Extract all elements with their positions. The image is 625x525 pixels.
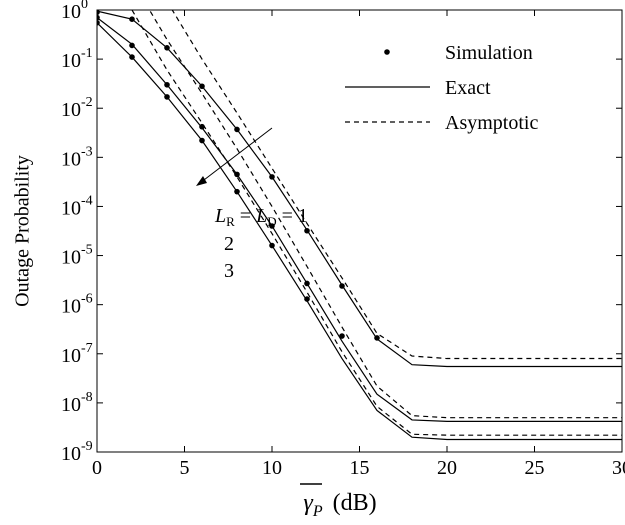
- y-tick-exponent: -8: [81, 390, 93, 405]
- sim-point: [199, 83, 205, 90]
- x-label-unit: (dB): [333, 490, 377, 516]
- y-tick-base: 10: [61, 197, 81, 219]
- sim-point: [339, 333, 345, 339]
- y-tick-exponent: 0: [81, 0, 88, 12]
- y-tick-label: 10-5: [61, 243, 93, 269]
- sim-point: [129, 54, 135, 60]
- y-tick-exponent: -1: [81, 46, 93, 61]
- x-tick-label: 15: [350, 457, 370, 479]
- y-tick-label: 10-4: [61, 193, 93, 219]
- y-tick-label: 10-1: [61, 46, 93, 72]
- ann-eq: =: [240, 205, 251, 227]
- sim-point: [339, 283, 345, 289]
- x-tick-label: 10: [262, 457, 282, 479]
- y-tick-exponent: -2: [81, 95, 93, 110]
- x-tick-label: 5: [180, 457, 190, 479]
- y-tick-exponent: -6: [81, 292, 93, 307]
- ann-var: L: [214, 205, 226, 227]
- y-tick-base: 10: [61, 296, 81, 318]
- x-tick-label: 20: [437, 457, 457, 479]
- y-tick-label: 10-9: [61, 439, 93, 465]
- y-tick-base: 10: [61, 99, 81, 121]
- y-tick-base: 10: [61, 345, 81, 367]
- sim-point: [374, 335, 380, 341]
- x-label-sub: P: [312, 503, 323, 520]
- solid-line: [97, 22, 622, 441]
- sim-point: [199, 137, 205, 144]
- legend-label: Exact: [445, 77, 491, 99]
- y-tick-label: 10-3: [61, 144, 93, 170]
- y-tick-base: 10: [61, 148, 81, 170]
- y-tick-label: 100: [61, 0, 88, 23]
- arrow: [199, 127, 273, 184]
- sim-point: [164, 81, 170, 88]
- sim-point: [234, 171, 240, 178]
- sim-point: [269, 223, 275, 229]
- arrow-head: [196, 176, 207, 186]
- sim-point: [97, 10, 100, 16]
- plot-frame: [96, 9, 623, 453]
- x-axis-label: γP (dB): [300, 483, 377, 520]
- ann-value: 2: [224, 233, 234, 255]
- sim-point: [199, 123, 205, 130]
- y-tick-base: 10: [61, 394, 81, 416]
- y-tick-label: 10-6: [61, 292, 93, 318]
- y-tick-base: 10: [61, 247, 81, 269]
- sim-point: [269, 174, 275, 180]
- legend-marker: [384, 49, 390, 55]
- annotation: LR = LD = 1: [214, 205, 308, 229]
- ann-eq: =: [282, 205, 293, 227]
- sim-point: [234, 188, 240, 195]
- sim-point: [234, 126, 240, 133]
- legend-label: Simulation: [445, 42, 533, 64]
- legend-label: Asymptotic: [445, 112, 538, 134]
- sim-point: [97, 14, 100, 21]
- ann-sub: D: [267, 214, 276, 229]
- sim-point: [129, 42, 135, 49]
- x-tick-label: 25: [525, 457, 545, 479]
- sim-point: [164, 44, 170, 51]
- x-label: γP (dB): [303, 490, 376, 520]
- sim-point: [129, 16, 135, 22]
- sim-point: [97, 19, 100, 26]
- sim-point: [269, 242, 275, 249]
- sim-point: [164, 94, 170, 100]
- dashed-line: [131, 10, 622, 436]
- x-tick-label: 0: [92, 457, 102, 479]
- y-tick-exponent: -3: [81, 144, 93, 159]
- sim-point: [304, 296, 310, 302]
- y-tick-label: 10-7: [61, 341, 93, 367]
- ann-value: 3: [224, 260, 234, 282]
- y-tick-label: 10-8: [61, 390, 93, 416]
- sim-point: [304, 280, 310, 287]
- y-tick-exponent: -7: [81, 341, 93, 356]
- plot-area: [97, 10, 622, 441]
- dashed-line: [148, 10, 622, 419]
- y-tick-base: 10: [61, 443, 81, 465]
- y-tick-exponent: -9: [81, 439, 93, 454]
- x-label-symbol: γ: [303, 490, 313, 516]
- solid-line: [97, 17, 622, 422]
- solid-line: [97, 10, 622, 368]
- y-axis-label: Outage Probability: [12, 155, 34, 307]
- y-tick-label: 10-2: [61, 95, 93, 121]
- sim-point: [304, 227, 310, 234]
- dashed-line: [171, 10, 622, 360]
- y-tick-exponent: -4: [81, 193, 93, 208]
- y-tick-exponent: -5: [81, 243, 93, 258]
- ann-sub: R: [226, 214, 235, 229]
- x-tick-label: 30: [612, 457, 625, 479]
- y-tick-base: 10: [61, 50, 81, 72]
- y-tick-base: 10: [61, 1, 81, 23]
